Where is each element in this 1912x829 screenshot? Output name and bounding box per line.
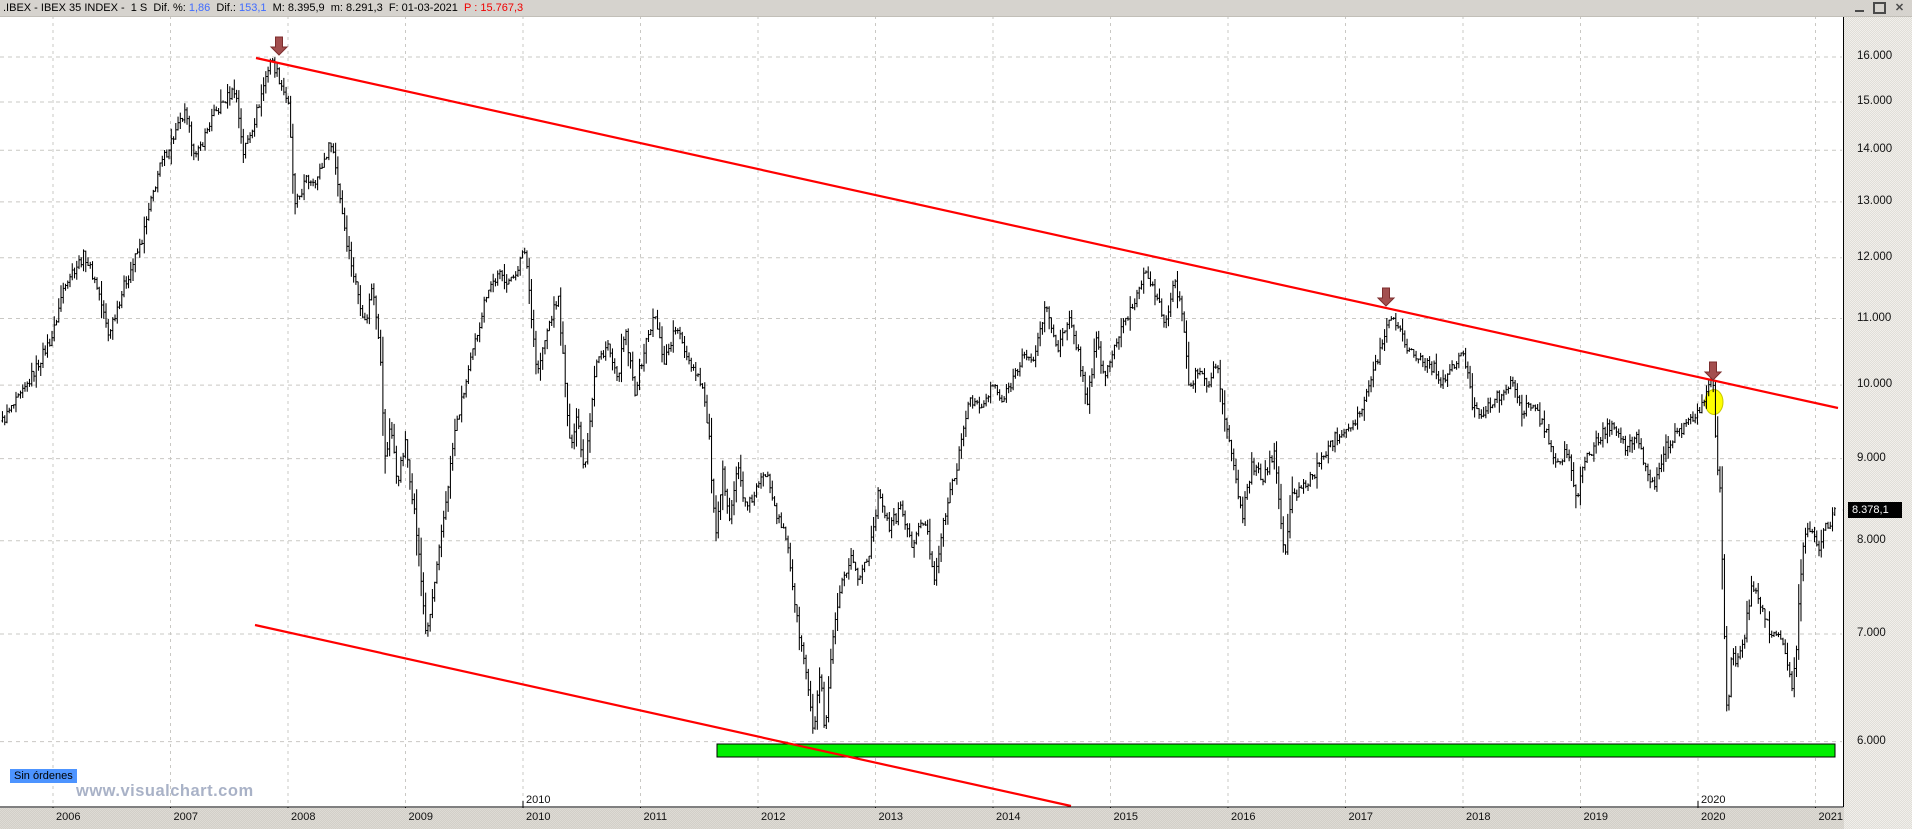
x-axis-label: 2016 xyxy=(1231,811,1256,823)
watermark: www.visualchart.com xyxy=(76,782,254,800)
price-bars xyxy=(1,57,1836,734)
title-segment: 1,86 xyxy=(188,2,211,14)
title-segment: Dif.: xyxy=(210,2,239,14)
x-axis-label: 2006 xyxy=(56,811,81,823)
maximize-icon xyxy=(1873,1,1886,14)
x-axis-label: 2015 xyxy=(1113,811,1138,823)
y-axis-label: 12.000 xyxy=(1857,250,1893,263)
minimize-icon xyxy=(1855,10,1864,12)
x-axis-label: 2019 xyxy=(1583,811,1608,823)
x-axis-label: 2018 xyxy=(1466,811,1491,823)
x-axis-label: 2017 xyxy=(1348,811,1373,823)
y-axis-label: 9.000 xyxy=(1857,451,1886,464)
x-axis-label: 2012 xyxy=(761,811,786,823)
down-arrow-marker[interactable] xyxy=(1376,287,1396,307)
y-axis-label: 8.000 xyxy=(1857,533,1886,546)
minimize-button[interactable] xyxy=(1853,1,1866,14)
time-axis[interactable] xyxy=(0,808,1844,829)
last-price-tag: 8.378,1 xyxy=(1848,502,1902,518)
maximize-button[interactable] xyxy=(1873,1,1886,14)
y-axis-label: 7.000 xyxy=(1857,627,1886,640)
x-axis-label: 2021 xyxy=(1818,811,1843,823)
y-axis-label: 13.000 xyxy=(1857,194,1893,207)
trendline-lower[interactable] xyxy=(254,623,1072,808)
support-zone[interactable] xyxy=(716,743,1836,758)
title-segment: M: 8.395,9 m: 8.291,3 F: 01-03-2021 xyxy=(266,2,465,14)
decade-label: 2020 xyxy=(1701,794,1726,806)
title-bar: .IBEX - IBEX 35 INDEX - 1 S Dif. %: 1,86… xyxy=(0,0,1912,17)
y-axis-label: 16.000 xyxy=(1857,50,1893,62)
y-axis-label: 15.000 xyxy=(1857,95,1893,108)
close-icon: ✕ xyxy=(1894,2,1905,14)
down-arrow-marker[interactable] xyxy=(269,36,289,56)
status-badge: Sin órdenes xyxy=(10,769,77,783)
x-axis-label: 2007 xyxy=(173,811,198,823)
x-axis-label: 2020 xyxy=(1701,811,1726,823)
price-axis[interactable] xyxy=(1844,16,1912,829)
y-axis-label: 6.000 xyxy=(1857,734,1886,747)
x-axis-label: 2013 xyxy=(878,811,903,823)
decade-label: 2010 xyxy=(526,794,551,806)
close-button[interactable]: ✕ xyxy=(1893,1,1906,14)
title-segment: .IBEX - IBEX 35 INDEX - 1 S xyxy=(3,2,154,14)
trendline-upper[interactable] xyxy=(255,56,1839,410)
y-axis-label: 11.000 xyxy=(1857,311,1892,324)
window-buttons: ✕ xyxy=(1853,1,1906,14)
title-segment: 153,1 xyxy=(239,2,267,14)
x-axis-label: 2008 xyxy=(291,811,316,823)
x-axis-label: 2010 xyxy=(526,811,551,823)
instrument-title: .IBEX - IBEX 35 INDEX - 1 S Dif. %: 1,86… xyxy=(0,0,523,16)
highlight-ellipse[interactable] xyxy=(1704,389,1724,415)
x-axis-label: 2014 xyxy=(996,811,1021,823)
x-axis-label: 2011 xyxy=(643,811,668,823)
y-axis-label: 14.000 xyxy=(1857,143,1893,156)
down-arrow-marker[interactable] xyxy=(1703,361,1723,381)
x-axis-label: 2009 xyxy=(408,811,433,823)
title-segment: P : 15.767,3 xyxy=(464,2,524,14)
title-segment: Dif. %: xyxy=(153,2,189,14)
y-axis-label: 10.000 xyxy=(1857,378,1893,391)
